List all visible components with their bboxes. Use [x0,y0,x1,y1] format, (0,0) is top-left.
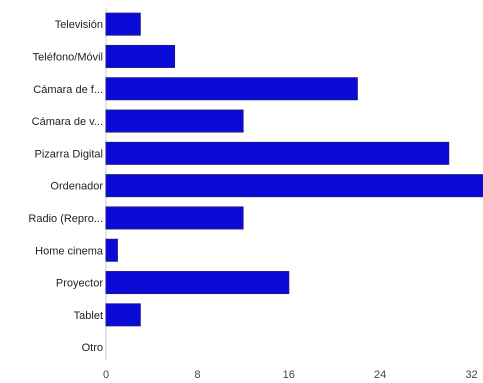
bar [105,44,176,68]
bar [105,238,118,262]
x-axis-ticks: 0 8 16 24 32 [103,369,478,381]
bar [105,141,450,165]
bar [105,12,141,36]
x-tick-label: 16 [283,369,295,381]
bar [105,206,244,230]
category-label: Cámara de f... [33,84,103,96]
x-tick-label: 24 [374,369,386,381]
bar [105,109,244,133]
x-tick-label: 8 [194,369,200,381]
category-label: Teléfono/Móvil [33,51,103,63]
category-label: Pizarra Digital [35,148,103,160]
category-labels: Televisión Teléfono/Móvil Cámara de f... Cá… [28,19,103,354]
bar [105,174,483,198]
bar [105,271,290,295]
category-label: Otro [82,342,103,354]
category-label: Radio (Repro... [28,213,103,225]
category-label: Tablet [74,310,103,322]
bar [105,77,358,101]
category-label: Ordenador [50,181,103,193]
x-tick-label: 0 [103,369,109,381]
bar [105,303,141,327]
category-label: Cámara de v... [32,116,103,128]
bars [105,12,483,327]
category-label: Home cinema [35,245,104,257]
category-label: Proyector [56,278,103,290]
category-label: Televisión [55,19,103,31]
x-tick-label: 32 [465,369,477,381]
